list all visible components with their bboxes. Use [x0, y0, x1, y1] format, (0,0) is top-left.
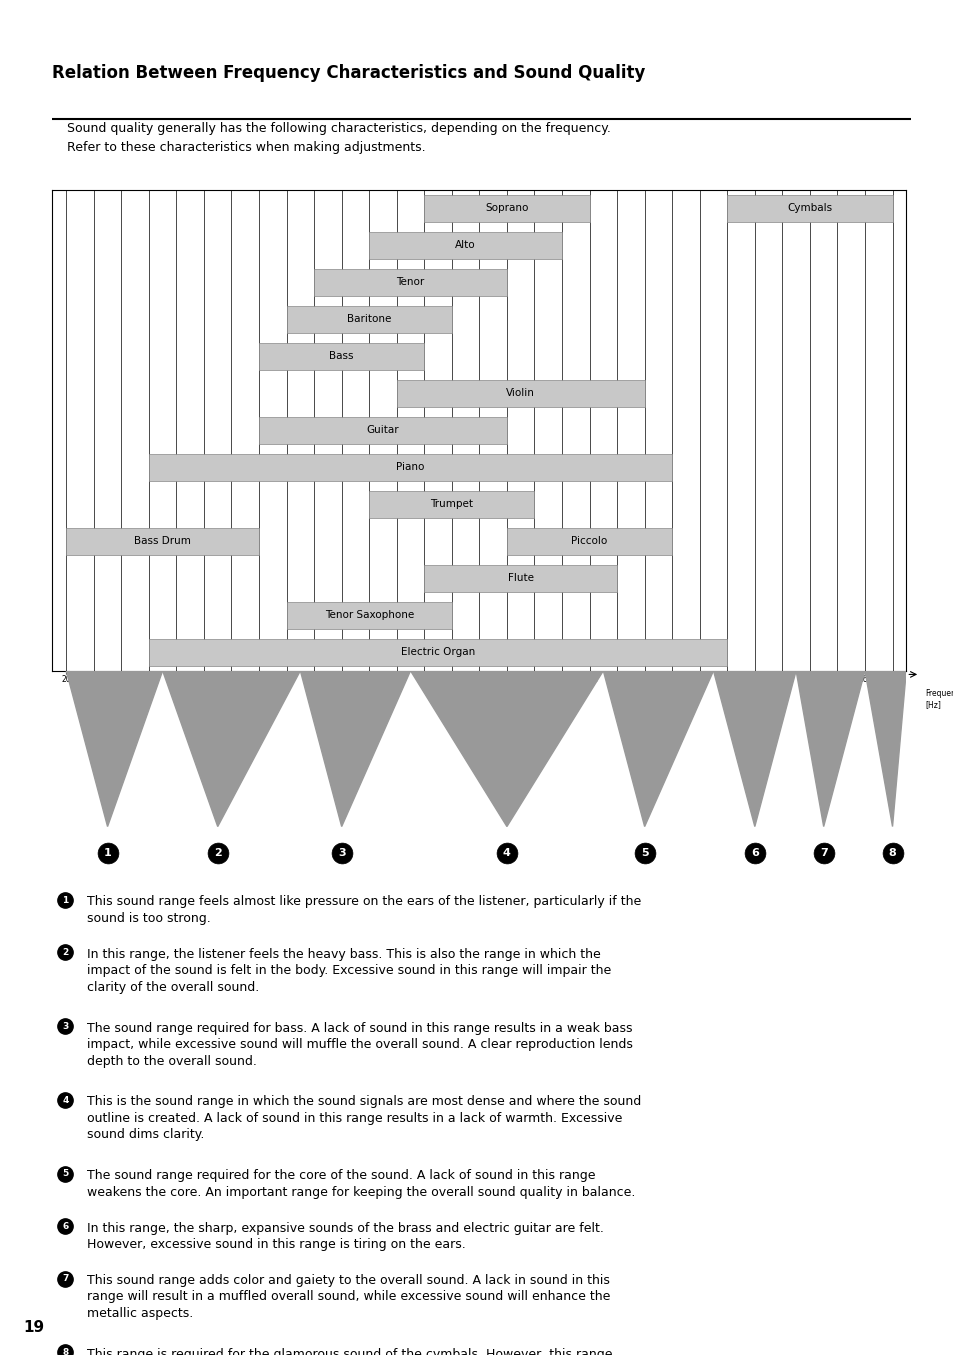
Polygon shape [796, 671, 864, 827]
Bar [259, 343, 424, 370]
Text: Flute: Flute [507, 573, 533, 583]
Text: This sound range adds color and gaiety to the overall sound. A lack in sound in : This sound range adds color and gaiety t… [87, 1274, 610, 1320]
Text: Bass Drum: Bass Drum [134, 537, 191, 546]
Polygon shape [864, 671, 905, 827]
Text: Bass: Bass [329, 351, 354, 362]
Polygon shape [300, 671, 410, 827]
Text: 6: 6 [62, 1222, 69, 1230]
Polygon shape [66, 671, 162, 827]
Bar [369, 232, 561, 259]
Bar [66, 528, 259, 554]
Text: The sound range required for the core of the sound. A lack of sound in this rang: The sound range required for the core of… [87, 1169, 635, 1199]
Text: 3: 3 [337, 848, 345, 858]
Text: This is the sound range in which the sound signals are most dense and where the : This is the sound range in which the sou… [87, 1095, 640, 1141]
Bar [149, 454, 672, 481]
Polygon shape [602, 671, 713, 827]
Text: Audio Adjustment <Equalizer>: Audio Adjustment <Equalizer> [22, 20, 335, 38]
Text: Piano: Piano [395, 462, 424, 472]
Text: 5: 5 [62, 1169, 69, 1179]
Text: 7: 7 [819, 848, 826, 858]
Text: This sound range feels almost like pressure on the ears of the listener, particu: This sound range feels almost like press… [87, 896, 640, 925]
Text: 8: 8 [888, 848, 896, 858]
Text: This range is required for the glamorous sound of the cymbals. However, this ran: This range is required for the glamorous… [87, 1348, 625, 1355]
Text: Electric Organ: Electric Organ [400, 648, 475, 657]
Text: Alto: Alto [455, 240, 476, 251]
Text: Piccolo: Piccolo [571, 537, 607, 546]
Polygon shape [713, 671, 796, 827]
Bar [286, 306, 452, 332]
Polygon shape [410, 671, 602, 827]
Text: 2: 2 [213, 848, 221, 858]
Bar [424, 565, 617, 592]
Text: 7: 7 [62, 1274, 69, 1283]
Text: Sound quality generally has the following characteristics, depending on the freq: Sound quality generally has the followin… [67, 122, 610, 154]
Text: 1: 1 [62, 896, 69, 905]
Text: Tenor Saxophone: Tenor Saxophone [324, 610, 414, 621]
Text: In this range, the listener feels the heavy bass. This is also the range in whic: In this range, the listener feels the he… [87, 947, 611, 993]
Text: 3: 3 [62, 1022, 69, 1031]
Text: In this range, the sharp, expansive sounds of the brass and electric guitar are : In this range, the sharp, expansive soun… [87, 1222, 603, 1251]
Text: 2: 2 [62, 948, 69, 957]
Bar [314, 268, 506, 295]
Text: Violin: Violin [506, 389, 535, 398]
Text: Tenor: Tenor [396, 278, 424, 287]
Text: 8: 8 [62, 1348, 69, 1355]
Text: Cymbals: Cymbals [786, 203, 832, 213]
Bar [286, 602, 452, 629]
Text: Trumpet: Trumpet [430, 499, 473, 509]
Bar [369, 491, 534, 518]
Polygon shape [162, 671, 300, 827]
Text: 1: 1 [104, 848, 112, 858]
Text: 19: 19 [23, 1320, 44, 1336]
Bar [396, 379, 644, 406]
Bar [506, 528, 672, 554]
Text: The sound range required for bass. A lack of sound in this range results in a we: The sound range required for bass. A lac… [87, 1022, 632, 1068]
Text: Frequency
[Hz]: Frequency [Hz] [924, 690, 953, 709]
Text: Relation Between Frequency Characteristics and Sound Quality: Relation Between Frequency Characteristi… [52, 64, 645, 83]
Bar [726, 195, 892, 221]
Text: 4: 4 [62, 1096, 69, 1104]
Bar [424, 195, 589, 221]
Bar [149, 640, 726, 665]
Bar [259, 417, 506, 443]
Text: Guitar: Guitar [366, 425, 399, 435]
Text: 4: 4 [502, 848, 510, 858]
Text: 5: 5 [640, 848, 648, 858]
Text: Baritone: Baritone [347, 314, 391, 324]
Text: Soprano: Soprano [485, 203, 528, 213]
Text: 6: 6 [750, 848, 758, 858]
